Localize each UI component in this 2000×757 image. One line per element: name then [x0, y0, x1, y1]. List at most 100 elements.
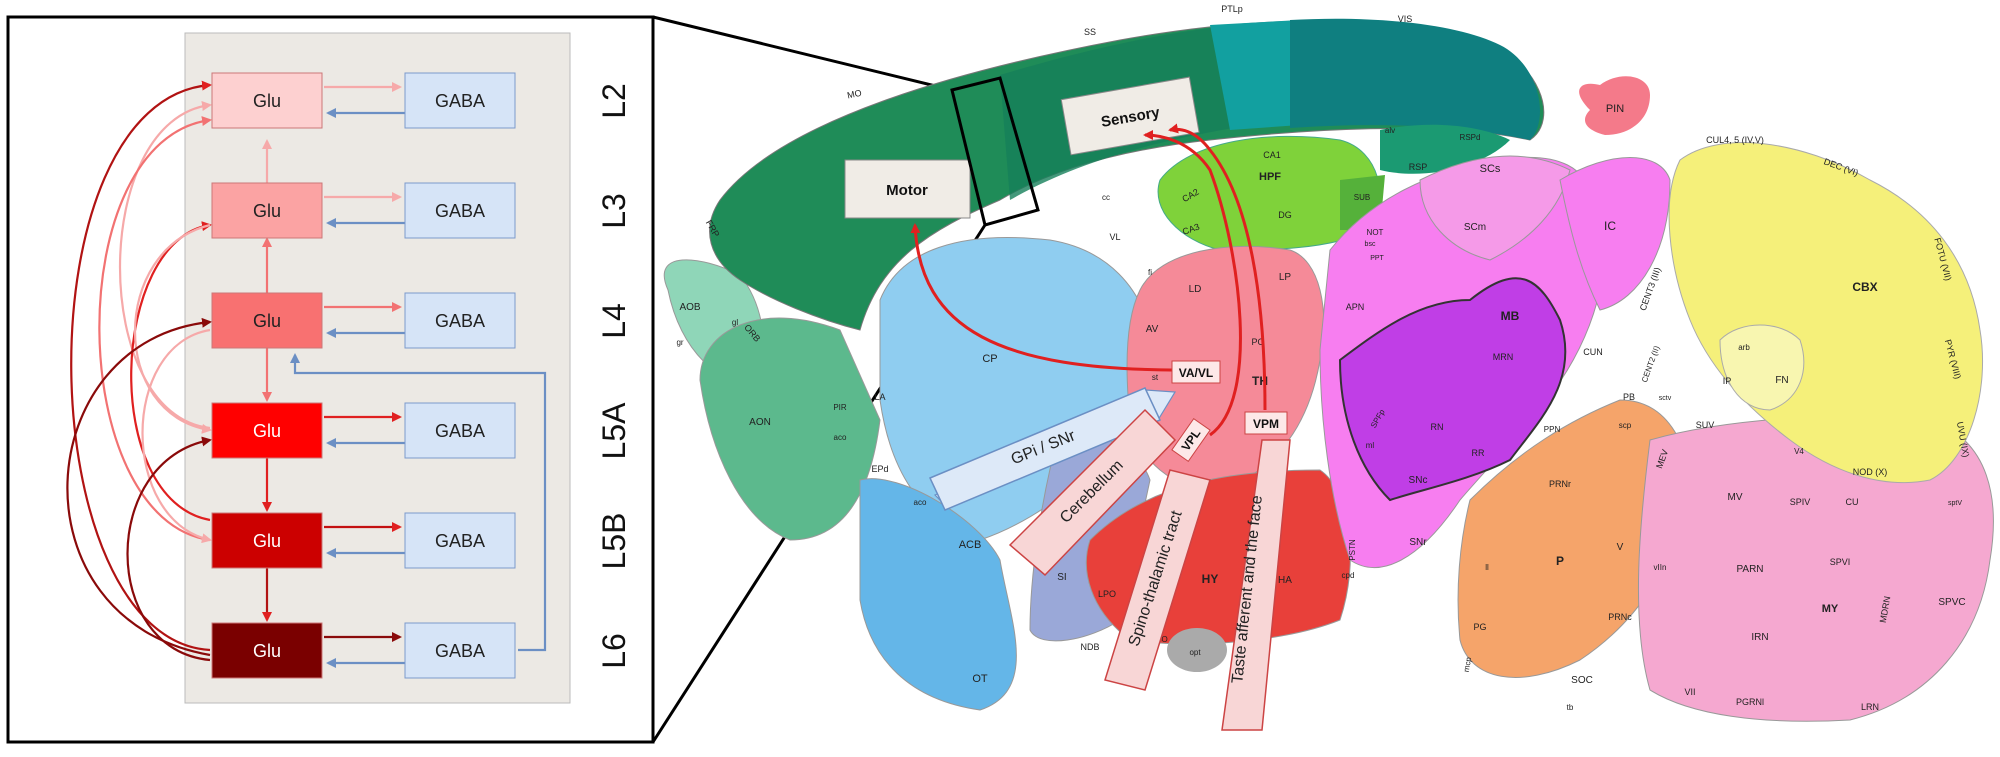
- region-label-si: SI: [1057, 572, 1066, 583]
- gaba-l6-to-glu-l4: [290, 353, 547, 652]
- input-cerebellum-arrow: Cerebellum: [1008, 408, 1177, 577]
- region-label-sctv: sctv: [1659, 395, 1672, 402]
- region-label-po: PO: [1251, 337, 1264, 347]
- region-label-spvi: SPVI: [1830, 557, 1851, 567]
- region-label-v: V: [1617, 542, 1624, 553]
- region-label-fn: FN: [1775, 375, 1788, 386]
- region-label-parn: PARN: [1736, 564, 1763, 575]
- region-label-vis: VIS: [1398, 14, 1413, 24]
- nucleus-vavl-label: VA/VL: [1179, 366, 1213, 380]
- region-label-pstn: PSTN: [1348, 539, 1357, 561]
- gaba-node-l5a: [404, 402, 516, 459]
- connection-l6-to-l5a: [126, 436, 212, 662]
- region-label-snc: SNc: [1409, 475, 1428, 486]
- region-label-av: AV: [1146, 324, 1159, 335]
- layer-label-l5b: L5B: [596, 513, 632, 570]
- region-label-prnr: PRNr: [1549, 479, 1571, 489]
- region-label-ndb: NDB: [1080, 642, 1099, 652]
- region-label-pg: PG: [1473, 622, 1486, 632]
- layer-label-l3: L3: [596, 193, 632, 229]
- region-label-snr: SNr: [1409, 537, 1427, 548]
- region-label-la: LA: [874, 392, 885, 402]
- motor-label: Motor: [886, 182, 928, 199]
- region-pineal: [1579, 76, 1650, 135]
- glu-node-label: Glu: [253, 201, 281, 221]
- region-label-scm: SCm: [1464, 222, 1486, 233]
- region-label-fi: fi: [1148, 268, 1152, 277]
- nucleus-vpm-box: [1244, 411, 1288, 435]
- glu-node-l5a: [211, 402, 323, 459]
- input-gpi-arrow: GPi / SNr: [928, 387, 1177, 511]
- region-label-ss: SS: [1084, 27, 1096, 37]
- panel-background: [184, 32, 571, 704]
- connection-l5a-to-l2: [118, 101, 212, 430]
- region-label-cul: CUL4, 5 (IV,V): [1706, 135, 1764, 145]
- region-label-vl: VL: [1109, 232, 1120, 242]
- region-label-so: SO: [1156, 635, 1168, 644]
- region-label-pin: PIN: [1606, 103, 1624, 115]
- region-label-spiv: SPIV: [1790, 497, 1811, 507]
- region-label-ha: HA: [1278, 575, 1292, 586]
- glu-node-l6: [211, 622, 323, 679]
- region-label-cent2: CENT2 (II): [1640, 344, 1662, 383]
- region-label-nod: NOD (X): [1853, 467, 1888, 477]
- nucleus-vpm-label: VPM: [1253, 417, 1279, 431]
- gaba-node-label: GABA: [435, 201, 485, 221]
- region-label-aco2: aco: [914, 498, 927, 507]
- region-label-mcp: mcp: [1462, 656, 1474, 673]
- layer-label-l5a: L5A: [596, 402, 632, 460]
- gaba-node-label: GABA: [435, 311, 485, 331]
- region-label-aon: AON: [749, 417, 771, 428]
- layer-label-l2: L2: [596, 83, 632, 119]
- region-label-dg: DG: [1278, 210, 1292, 220]
- region-label-hpf: HPF: [1259, 171, 1281, 183]
- region-label-vii: VII: [1684, 687, 1695, 697]
- gaba-node-l6: [404, 622, 516, 679]
- region-label-cun: CUN: [1583, 347, 1603, 357]
- region-label-pgrnl: PGRNl: [1736, 697, 1764, 707]
- region-label-mrn: MRN: [1493, 352, 1514, 362]
- region-label-pb: PB: [1623, 392, 1635, 402]
- region-label-soc: SOC: [1571, 675, 1593, 686]
- layer-label-l4: L4: [596, 303, 632, 339]
- gaba-node-l4: [404, 292, 516, 349]
- connection-l4-to-l5b: [141, 328, 212, 544]
- region-label-ip: IP: [1723, 376, 1732, 386]
- glu-node-l3: [211, 182, 323, 239]
- region-label-epd: EPd: [871, 464, 888, 474]
- region-label-vIIn: vIIn: [1654, 563, 1667, 572]
- pathway-vpl-to-sensory: [1143, 130, 1242, 437]
- region-label-st: st: [1152, 373, 1159, 382]
- region-label-gl: gl: [732, 318, 738, 327]
- connection-l3-to-l5a: [133, 223, 212, 434]
- region-label-alv: alv: [1385, 126, 1395, 135]
- region-label-lpo: LPO: [1098, 589, 1116, 599]
- region-label-ca1: CA1: [1263, 150, 1281, 160]
- region-label-p: P: [1556, 554, 1564, 568]
- region-label-ptlp: PTLp: [1221, 4, 1243, 14]
- region-label-mdrn: MDRN: [1878, 595, 1893, 623]
- glu-node-l2: [211, 72, 323, 129]
- region-label-sub: SUB: [1354, 193, 1370, 202]
- gaba-node-label: GABA: [435, 531, 485, 551]
- region-label-apn: APN: [1346, 302, 1365, 312]
- region-label-ml: ml: [1366, 441, 1375, 450]
- gaba-node-l3: [404, 182, 516, 239]
- region-optic-area: [1167, 628, 1227, 672]
- region-label-rn: RN: [1431, 422, 1444, 432]
- zoom-connector-top: [652, 15, 953, 92]
- glu-node-label: Glu: [253, 91, 281, 111]
- region-superior-colliculus: [1419, 155, 1571, 261]
- region-label-lp: LP: [1279, 272, 1292, 283]
- sensory-box: [1060, 76, 1200, 156]
- layer-label-l6: L6: [596, 633, 632, 669]
- region-label-ot: OT: [972, 673, 988, 685]
- region-label-scs: SCs: [1480, 163, 1501, 175]
- region-label-cu: CU: [1846, 497, 1859, 507]
- region-label-ic: IC: [1604, 219, 1616, 233]
- region-label-sptv: sptV: [1948, 500, 1962, 507]
- region-inferior-colliculus: [1559, 157, 1671, 311]
- region-label-rspd: RSPd: [1460, 133, 1481, 142]
- nucleus-vavl-box: [1171, 360, 1221, 384]
